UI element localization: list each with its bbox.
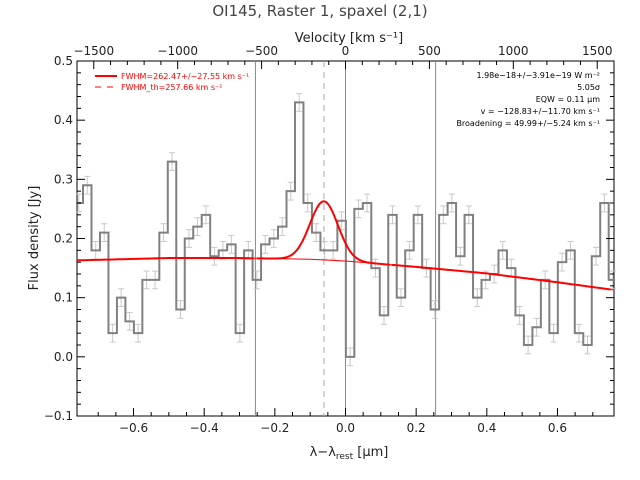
y-tick-label: 0.3 xyxy=(54,172,73,186)
top-tick-label: −1000 xyxy=(157,44,198,58)
top-tick-label: 1000 xyxy=(498,44,529,58)
top-tick-label: 500 xyxy=(418,44,441,58)
top-axis-label: Velocity [km s⁻¹] xyxy=(295,31,403,46)
x-tick-label: 0.0 xyxy=(336,421,355,435)
top-tick-label: 0 xyxy=(342,44,350,58)
y-tick-label: 0.4 xyxy=(54,113,73,127)
y-tick-label: 0.5 xyxy=(54,54,73,68)
y-axis-label: Flux density [Jy] xyxy=(27,186,42,291)
continuum-thick-right xyxy=(391,263,611,291)
ticks: −0.6 −0.4 −0.2 0.0 0.2 0.4 0.6 −1500 −1000 −500 0 5… xyxy=(44,44,615,435)
x-tick-label: 0.4 xyxy=(477,421,496,435)
x-tick-label: 0.2 xyxy=(407,421,426,435)
y-tick-label: 0.0 xyxy=(54,350,73,364)
x-tick-label: −0.6 xyxy=(119,421,148,435)
x-tick-label: −0.4 xyxy=(190,421,219,435)
top-tick-label: −500 xyxy=(245,44,278,58)
x-axis-label-unit: [μm] xyxy=(353,445,388,460)
x-tick-label: −0.2 xyxy=(260,421,289,435)
annotation-significance: 5.05σ xyxy=(577,83,600,92)
top-tick-label: −1500 xyxy=(73,44,114,58)
continuum-thick-left xyxy=(76,257,254,262)
x-axis-label-main: λ−λ xyxy=(310,445,337,460)
annotation-velocity: v = −128.83+/−11.70 km s⁻¹ xyxy=(481,107,600,116)
top-tick-label: 1500 xyxy=(582,44,613,58)
legend-label-fwhm: FWHM=262.47+/−27.55 km s⁻¹ xyxy=(121,72,249,81)
legend: FWHM=262.47+/−27.55 km s⁻¹ FWHM_th=257.6… xyxy=(95,72,249,92)
series xyxy=(76,101,615,358)
y-tick-label: 0.2 xyxy=(54,232,73,246)
gaussian-fit-line xyxy=(257,200,391,266)
fit-annotations: 1.98e−18+/−3.91e−19 W m⁻² 5.05σ EQW = 0.… xyxy=(456,71,600,128)
annotation-broadening: Broadening = 49.99+/−5.24 km s⁻¹ xyxy=(456,119,600,128)
chart-title: OI145, Raster 1, spaxel (2,1) xyxy=(212,2,427,20)
x-tick-label: 0.6 xyxy=(548,421,567,435)
flux-step-series xyxy=(77,101,614,358)
annotation-eqw: EQW = 0.11 μm xyxy=(536,95,600,104)
y-tick-label: 0.1 xyxy=(54,291,73,305)
x-axis-label-sub: rest xyxy=(336,452,354,462)
x-axis-label: λ−λrest [μm] xyxy=(310,445,389,462)
legend-label-fwhm-th: FWHM_th=257.66 km s⁻¹ xyxy=(121,83,222,92)
annotation-flux: 1.98e−18+/−3.91e−19 W m⁻² xyxy=(476,71,600,80)
y-tick-label: −0.1 xyxy=(44,409,73,423)
